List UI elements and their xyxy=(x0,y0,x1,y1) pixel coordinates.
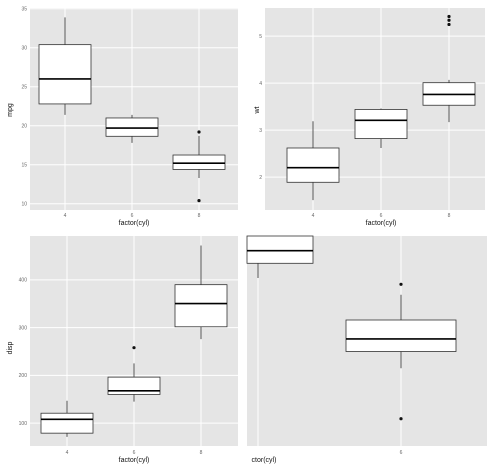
y-tick-label: 5 xyxy=(259,34,262,40)
y-tick-label: 3 xyxy=(259,128,262,134)
box-4 xyxy=(286,121,340,201)
x-tick-label: 4 xyxy=(66,450,69,456)
box-body xyxy=(107,376,161,395)
y-axis-label: wt xyxy=(254,106,261,114)
box-body xyxy=(172,154,226,170)
outlier-point xyxy=(447,14,451,19)
box-body xyxy=(354,109,408,139)
y-tick-label: 10 xyxy=(21,202,27,208)
y-tick-label: 300 xyxy=(19,325,28,331)
chart-panel-1: 10 15 20 25 30 35 4 6 8 factor(cyl) mpg xyxy=(7,7,238,227)
outlier-point xyxy=(447,18,451,22)
box-body xyxy=(174,284,228,328)
box-body xyxy=(345,319,457,352)
box-body xyxy=(40,412,94,434)
y-tick-label: 15 xyxy=(21,163,27,169)
y-tick-label: 2 xyxy=(259,175,262,181)
outlier-point xyxy=(197,130,201,134)
box-6 xyxy=(345,282,457,421)
chart-panel-4: 6 ctor(cyl) xyxy=(246,235,487,464)
chart-panel-2: 2 3 4 5 4 6 8 factor(cyl) wt xyxy=(254,8,485,227)
y-axis-label: mpg xyxy=(7,103,14,117)
outlier-point xyxy=(399,417,403,421)
x-tick-label: 6 xyxy=(400,450,403,456)
box-6 xyxy=(107,346,161,402)
outlier-point xyxy=(197,199,201,203)
y-tick-label: 25 xyxy=(21,85,27,91)
y-tick-label: 30 xyxy=(21,46,27,52)
x-tick-label: 8 xyxy=(448,213,451,219)
x-tick-label: 4 xyxy=(64,213,67,219)
y-tick-label: 35 xyxy=(21,7,27,13)
box-8 xyxy=(174,245,228,340)
box-8 xyxy=(172,130,226,203)
box-8 xyxy=(422,14,476,123)
chart-panel-3: 100 200 300 400 4 6 8 factor(cyl) disp xyxy=(7,236,238,464)
box-6 xyxy=(105,114,159,143)
y-axis-label: disp xyxy=(7,341,14,354)
outlier-point xyxy=(447,22,451,27)
box-body xyxy=(286,147,340,183)
y-tick-label: 400 xyxy=(19,278,28,284)
box-partial xyxy=(246,235,314,278)
box-6 xyxy=(354,108,408,148)
x-tick-label: 4 xyxy=(312,213,315,219)
panel-background xyxy=(30,8,238,210)
outlier-point xyxy=(399,282,403,286)
x-axis-label: ctor(cyl) xyxy=(252,457,277,464)
x-tick-label: 6 xyxy=(131,213,134,219)
outlier-point xyxy=(132,346,136,350)
y-tick-label: 20 xyxy=(21,124,27,130)
x-axis-label: factor(cyl) xyxy=(366,220,397,227)
box-body xyxy=(38,44,92,105)
box-4 xyxy=(38,17,92,115)
box-body xyxy=(246,235,314,264)
x-tick-label: 8 xyxy=(200,450,203,456)
y-tick-label: 4 xyxy=(259,81,262,87)
box-4 xyxy=(40,400,94,437)
y-tick-label: 200 xyxy=(19,373,28,379)
x-tick-label: 6 xyxy=(133,450,136,456)
x-tick-label: 6 xyxy=(380,213,383,219)
box-body xyxy=(105,117,159,137)
x-axis-label: factor(cyl) xyxy=(119,220,150,227)
x-tick-label: 8 xyxy=(198,213,201,219)
y-tick-label: 100 xyxy=(19,421,28,427)
x-axis-label: factor(cyl) xyxy=(119,457,150,464)
